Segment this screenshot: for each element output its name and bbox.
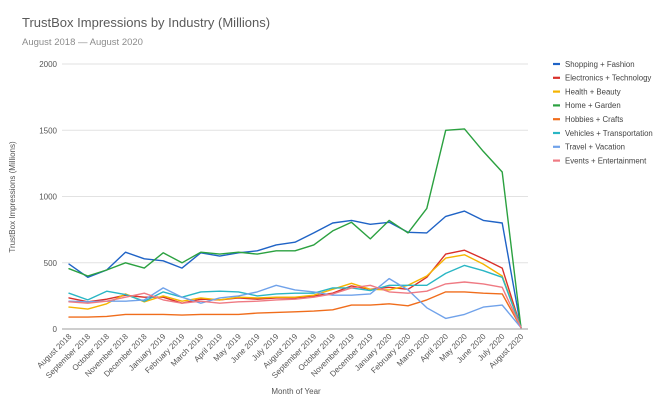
legend-item-travel-vacation: Travel + Vacation [553,143,625,152]
y-axis-title: TrustBox Impressions (Millions) [8,141,17,253]
chart-title: TrustBox Impressions by Industry (Millio… [22,15,270,30]
series-line-home-garden [68,128,522,329]
legend-item-health-beauty: Health + Beauty [553,87,621,96]
series-line-travel-vacation [68,277,522,329]
legend-item-hobbies-crafts: Hobbies + Crafts [553,115,623,124]
legend-label: Electronics + Technology [565,74,651,83]
legend-item-events-entertainment: Events + Entertainment [553,156,647,165]
legend-item-shopping-fashion: Shopping + Fashion [553,60,635,69]
legend-item-home-garden: Home + Garden [553,101,621,110]
legend-item-vehicles-transportation: Vehicles + Transportation [553,129,653,138]
legend: Shopping + Fashion Electronics + Technolo… [553,60,653,165]
series-lines [68,128,522,329]
series-line-electronics-technology [68,249,522,329]
legend-label: Shopping + Fashion [565,60,635,69]
legend-label: Hobbies + Crafts [565,115,623,124]
legend-label: Events + Entertainment [565,156,647,165]
series-line-vehicles-transportation [68,264,522,329]
series-line-shopping-fashion [68,210,522,329]
legend-label: Travel + Vacation [565,143,625,152]
legend-label: Health + Beauty [565,87,621,96]
legend-label: Vehicles + Transportation [565,129,653,138]
y-tick-label: 0 [53,325,58,334]
chart-subtitle: August 2018 — August 2020 [22,37,143,48]
y-axis-ticks: 0 500 1000 1500 2000 [39,60,57,334]
y-tick-label: 500 [44,259,58,268]
x-axis-title: Month of Year [271,387,321,396]
y-tick-label: 1500 [39,126,57,135]
legend-item-electronics-technology: Electronics + Technology [553,74,651,83]
series-line-hobbies-crafts [68,291,522,329]
y-tick-label: 2000 [39,60,57,69]
y-tick-label: 1000 [39,193,57,202]
legend-label: Home + Garden [565,101,621,110]
series-line-events-entertainment [68,281,522,329]
